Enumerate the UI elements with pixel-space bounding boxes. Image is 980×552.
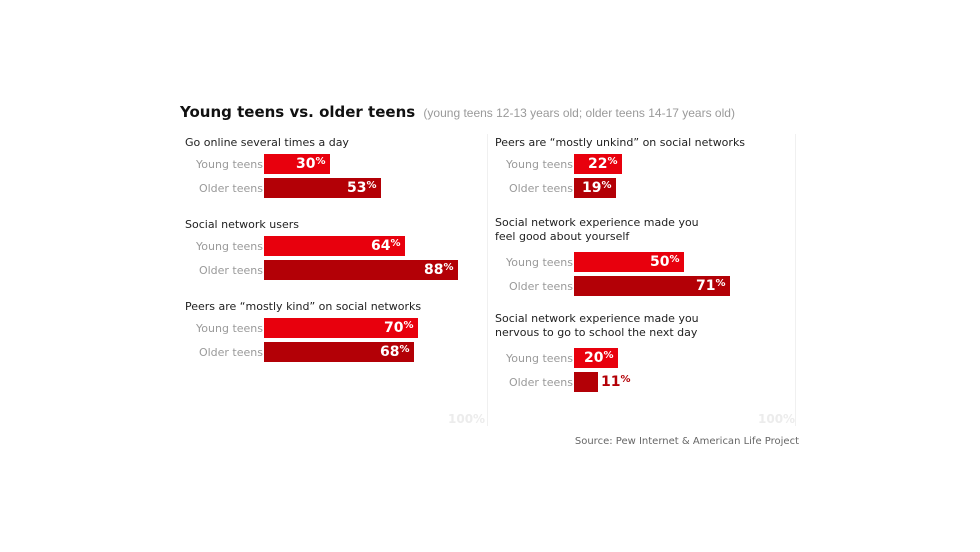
older-teens-row: Older teens 19%	[495, 178, 795, 200]
max-label-left: 100%	[448, 412, 486, 426]
value-number: 71	[696, 278, 716, 294]
value-unit: %	[607, 156, 618, 167]
value-unit: %	[443, 262, 454, 273]
young-teens-bar	[264, 154, 330, 174]
bar-group: Social network users Young teens 64% Older …	[185, 218, 485, 298]
value-unit: %	[403, 320, 414, 331]
value-label: 20%	[584, 350, 614, 366]
value-unit: %	[715, 278, 726, 289]
young-teens-bar	[264, 236, 405, 256]
value-unit: %	[620, 374, 631, 385]
series-label: Older teens	[508, 280, 573, 293]
young-teens-bar	[574, 252, 684, 272]
older-teens-row: Older teens 53%	[185, 178, 485, 200]
max-label-right: 100%	[758, 412, 796, 426]
value-unit: %	[315, 156, 326, 167]
value-number: 88	[424, 262, 444, 278]
older-teens-bar	[574, 372, 598, 392]
value-label: 88%	[424, 262, 454, 278]
older-teens-row: Older teens 11%	[495, 372, 795, 394]
series-label: Older teens	[508, 376, 573, 389]
young-teens-row: Young teens 70%	[185, 318, 485, 340]
group-label: Social network experience made you feel …	[495, 216, 699, 243]
value-label: 30%	[296, 156, 326, 172]
group-label: Go online several times a day	[185, 136, 349, 149]
older-teens-bar	[574, 178, 616, 198]
value-label: 50%	[650, 254, 680, 270]
bar-group: Peers are “mostly kind” on social networ…	[185, 300, 485, 380]
value-label: 19%	[582, 180, 612, 196]
value-unit: %	[366, 180, 377, 191]
young-teens-bar	[574, 154, 622, 174]
value-label: 68%	[380, 344, 410, 360]
older-teens-bar	[574, 276, 730, 296]
source-note: Source: Pew Internet & American Life Pro…	[574, 436, 799, 447]
value-unit: %	[601, 180, 612, 191]
older-teens-bar	[264, 178, 381, 198]
chart-subtitle: (young teens 12-13 years old; older teen…	[423, 106, 735, 120]
value-unit: %	[399, 344, 410, 355]
value-unit: %	[603, 350, 614, 361]
column-divider-right	[795, 134, 796, 426]
value-number: 22	[588, 156, 608, 172]
value-number: 68	[380, 344, 400, 360]
older-teens-row: Older teens 68%	[185, 342, 485, 364]
young-teens-row: Young teens 20%	[495, 348, 795, 370]
value-number: 50	[650, 254, 670, 270]
value-number: 11	[601, 374, 621, 390]
older-teens-row: Older teens 88%	[185, 260, 485, 282]
value-number: 30	[296, 156, 316, 172]
older-teens-bar	[264, 342, 414, 362]
value-unit: %	[390, 238, 401, 249]
series-label: Young teens	[196, 322, 263, 335]
young-teens-bar	[574, 348, 618, 368]
value-number: 64	[371, 238, 391, 254]
column-divider-left	[487, 134, 488, 426]
series-label: Older teens	[198, 182, 263, 195]
young-teens-row: Young teens 50%	[495, 252, 795, 274]
older-teens-row: Older teens 71%	[495, 276, 795, 298]
value-number: 20	[584, 350, 604, 366]
series-label: Young teens	[196, 158, 263, 171]
group-label: Peers are “mostly unkind” on social netw…	[495, 136, 746, 149]
older-teens-bar	[264, 260, 458, 280]
young-teens-row: Young teens 30%	[185, 154, 485, 176]
value-label: 22%	[588, 156, 618, 172]
value-number: 53	[347, 180, 367, 196]
value-label: 70%	[384, 320, 414, 336]
series-label: Young teens	[506, 158, 573, 171]
young-teens-row: Young teens 64%	[185, 236, 485, 258]
bar-group: Go online several times a day Young teens…	[185, 136, 485, 216]
chart-title: Young teens vs. older teens (young teens…	[180, 103, 735, 121]
young-teens-bar	[264, 318, 418, 338]
chart-title-text: Young teens vs. older teens	[180, 103, 416, 121]
value-label: 71%	[696, 278, 726, 294]
series-label: Young teens	[506, 352, 573, 365]
series-label: Older teens	[198, 264, 263, 277]
young-teens-row: Young teens 22%	[495, 154, 795, 176]
bar-group: Social network experience made you nervo…	[495, 312, 795, 392]
group-label: Peers are “mostly kind” on social networ…	[185, 300, 422, 313]
bar-group: Social network experience made you feel …	[495, 216, 795, 296]
value-label: 53%	[347, 180, 377, 196]
value-number: 19	[582, 180, 602, 196]
group-label: Social network users	[185, 218, 300, 231]
series-label: Older teens	[508, 182, 573, 195]
value-number: 70	[384, 320, 404, 336]
series-label: Young teens	[196, 240, 263, 253]
value-label: 64%	[371, 238, 401, 254]
bar-group: Peers are “mostly unkind” on social netw…	[495, 136, 795, 216]
series-label: Young teens	[506, 256, 573, 269]
value-label: 11%	[601, 374, 631, 390]
series-label: Older teens	[198, 346, 263, 359]
value-unit: %	[669, 254, 680, 265]
group-label: Social network experience made you nervo…	[495, 312, 699, 339]
